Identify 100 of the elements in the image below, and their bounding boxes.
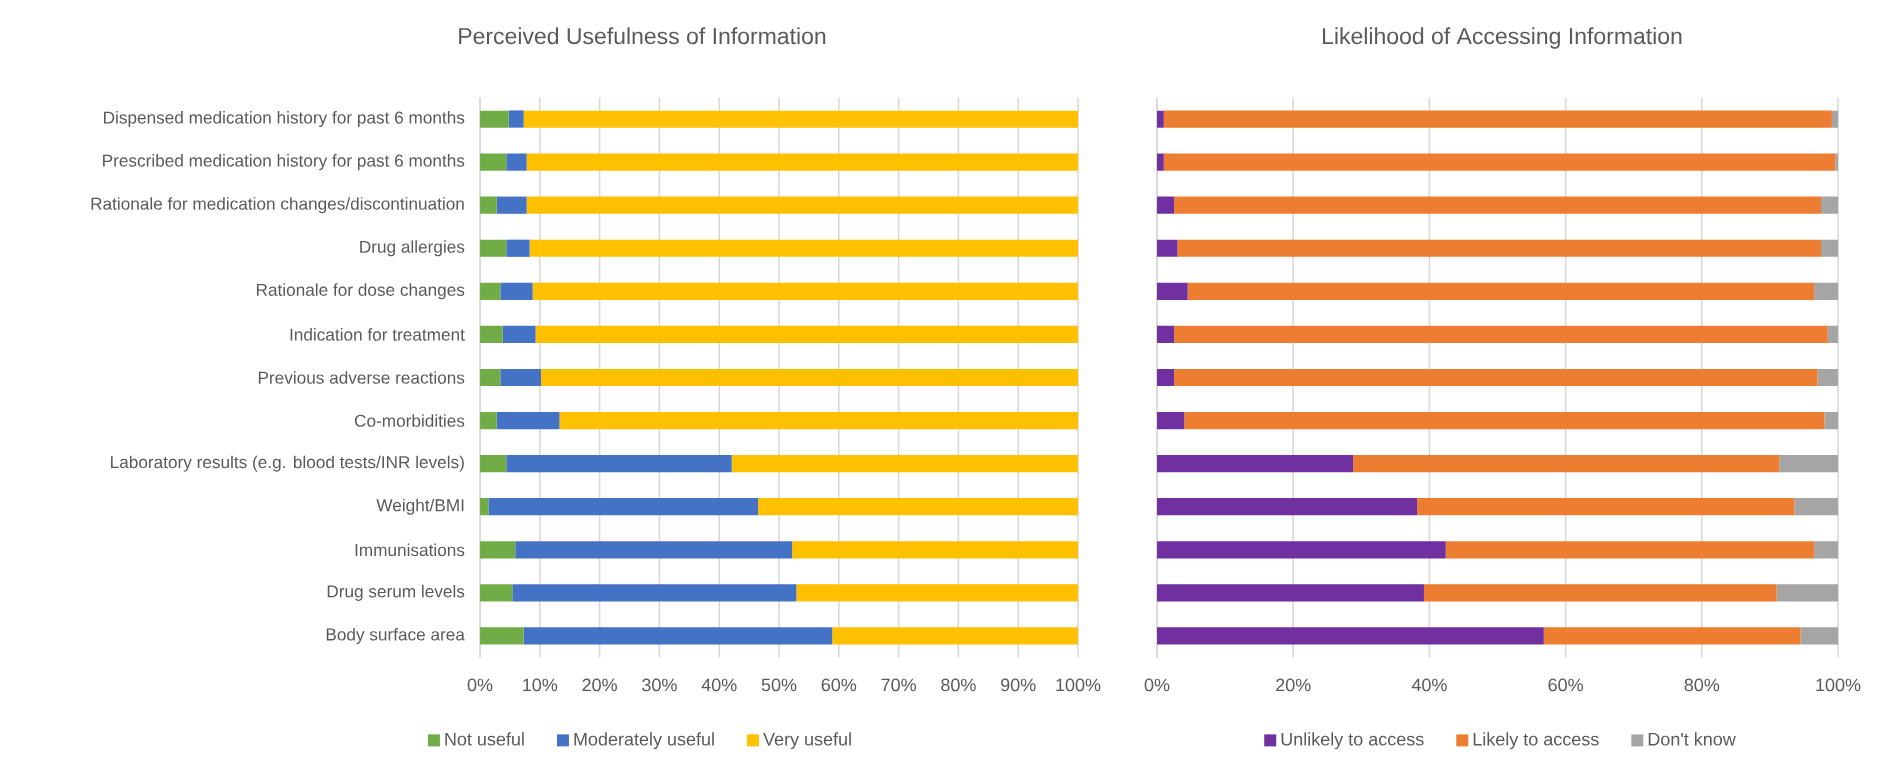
bar — [1163, 153, 1836, 171]
bar — [480, 627, 524, 645]
bar — [480, 239, 507, 257]
bar — [496, 411, 560, 430]
y-tick-label: Indication for treatment — [290, 328, 465, 341]
legend-label: Likely to access — [1473, 732, 1599, 750]
bar — [1820, 239, 1839, 257]
bar — [1157, 239, 1178, 257]
y-tick-label: Dispensed medication history for past 6 months — [104, 111, 465, 128]
bar — [480, 584, 513, 602]
legend-label: Moderately useful — [574, 732, 714, 750]
legend-label: Very useful — [763, 732, 851, 750]
x-tick-label: 40% — [701, 678, 737, 692]
bar — [1174, 368, 1818, 387]
bar — [1814, 282, 1839, 300]
bar — [1157, 325, 1175, 344]
bar — [1163, 110, 1832, 128]
bar — [480, 282, 501, 300]
bar — [1157, 584, 1424, 602]
bar — [1157, 368, 1175, 387]
bar — [523, 110, 1079, 128]
bar — [502, 325, 536, 344]
bar — [506, 455, 732, 473]
bar — [1417, 498, 1795, 516]
bar — [1157, 541, 1446, 559]
bar — [1157, 196, 1175, 214]
x-tick-label: 50% — [761, 678, 797, 692]
x-tick-label: 20% — [582, 678, 617, 692]
x-tick-label: 70% — [881, 678, 916, 692]
bar — [496, 196, 527, 214]
bar — [1820, 196, 1839, 214]
bar — [1187, 282, 1815, 300]
bar — [1353, 455, 1780, 473]
y-tick-label: Previous adverse reactions — [258, 371, 465, 384]
bar — [1157, 498, 1418, 516]
bar — [1814, 541, 1839, 559]
x-tick-label: 80% — [1684, 678, 1720, 692]
y-tick-label: Weight/BMI — [376, 498, 464, 515]
bar — [535, 325, 1079, 344]
x-tick-label: 80% — [941, 678, 976, 692]
bar — [1794, 498, 1839, 516]
x-tick-label: 90% — [1001, 678, 1036, 692]
bar — [758, 498, 1079, 516]
bar — [500, 282, 533, 300]
bar — [508, 110, 524, 128]
x-tick-label: 100% — [1056, 678, 1101, 692]
x-tick-label: 30% — [642, 678, 677, 692]
x-tick-label: 10% — [523, 678, 558, 692]
bar — [1835, 153, 1839, 171]
bar — [1157, 627, 1544, 645]
x-tick-label: 0% — [1144, 678, 1170, 692]
bar — [1827, 325, 1839, 344]
y-tick-label: Immunisations — [355, 543, 465, 557]
bar — [1543, 627, 1801, 645]
x-tick-label: 60% — [1548, 678, 1583, 692]
bar — [541, 368, 1079, 387]
chart-title: Likelihood of Accessing Information — [1322, 27, 1682, 49]
legend-label: Don't know — [1648, 732, 1736, 746]
bar — [480, 411, 497, 430]
bar — [480, 153, 507, 171]
bar — [480, 368, 501, 387]
bar — [488, 498, 759, 516]
bar — [1824, 411, 1839, 430]
bar — [523, 627, 833, 645]
bar — [515, 541, 793, 559]
bar — [559, 411, 1079, 430]
y-tick-label: Drug serum levels — [327, 584, 465, 601]
bar — [500, 368, 541, 387]
bar — [1174, 196, 1821, 214]
bar — [480, 110, 509, 128]
bar — [526, 196, 1079, 214]
bar — [532, 282, 1079, 300]
bar — [1157, 282, 1188, 300]
bar — [1445, 541, 1815, 559]
x-tick-label: 0% — [467, 678, 493, 692]
bar — [480, 196, 497, 214]
y-tick-label: Body surface area — [326, 627, 465, 644]
bar — [832, 627, 1079, 645]
y-tick-label: Prescribed medication history for past 6 months — [103, 154, 465, 171]
bar — [1157, 411, 1185, 430]
bar — [480, 325, 503, 344]
bar — [512, 584, 797, 602]
x-tick-label: 60% — [821, 678, 857, 692]
bar — [796, 584, 1079, 602]
bar — [480, 455, 507, 473]
y-tick-label: Drug allergies — [360, 240, 465, 257]
bar — [529, 239, 1079, 257]
bar — [1831, 110, 1839, 128]
bar — [1817, 368, 1839, 387]
bar — [1177, 239, 1821, 257]
bar — [1800, 627, 1839, 645]
bar — [506, 239, 530, 257]
bar — [1776, 584, 1839, 602]
bar — [1157, 455, 1354, 473]
bar — [506, 153, 527, 171]
bar — [1184, 411, 1825, 430]
bar — [1779, 455, 1839, 473]
y-tick-label: Rationale for medication changes/discontinuation — [91, 197, 464, 214]
bar — [480, 541, 516, 559]
y-tick-label: Rationale for dose changes — [256, 283, 465, 300]
